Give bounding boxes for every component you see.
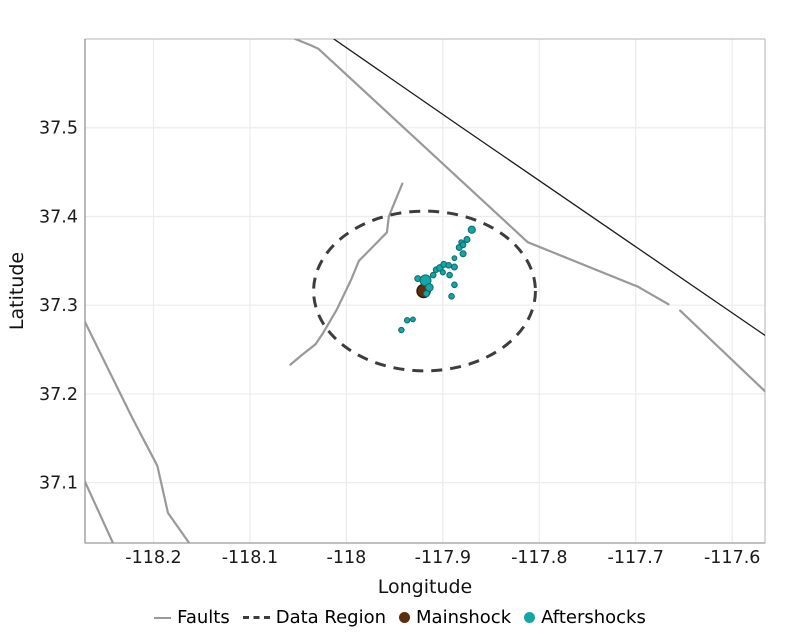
data-region-ellipse — [312, 209, 537, 373]
legend-item-mainshock: Mainshock — [399, 607, 511, 628]
boundary-line — [333, 39, 765, 337]
legend-label-mainshock: Mainshock — [416, 607, 512, 628]
y-tick-label: 37.3 — [39, 296, 78, 316]
aftershock-point — [403, 317, 411, 324]
aftershock-point — [467, 225, 476, 234]
aftershock-point — [451, 255, 458, 262]
fault-line — [85, 320, 191, 543]
aftershock-point — [398, 326, 405, 334]
aftershock-point — [445, 261, 452, 269]
y-tick-label: 37.5 — [39, 119, 78, 139]
y-axis-label: Latitude — [6, 251, 28, 331]
aftershock-point — [451, 281, 458, 289]
x-tick-label: -117.6 — [704, 548, 760, 568]
y-tick-label: 37.1 — [39, 474, 78, 494]
x-tick-label: -117.7 — [608, 548, 664, 568]
x-tick-label: -117.9 — [415, 548, 471, 568]
y-tick-label: 37.4 — [39, 207, 78, 227]
aftershock-point — [422, 290, 430, 298]
x-axis-label: Longitude — [377, 576, 473, 598]
aftershock-point — [448, 293, 455, 300]
legend-label-aftershocks: Aftershocks — [541, 607, 646, 628]
faults-line-swatch-icon — [154, 616, 172, 619]
aftershock-point — [463, 236, 471, 244]
fault-line — [289, 182, 404, 366]
aftershock-point — [446, 271, 453, 279]
data-layer — [85, 39, 765, 543]
legend-item-faults: Faults — [154, 607, 230, 628]
map-plot: -118.2 -118.1 -118 -117.9 -117.8 -117.7 -117.6… — [39, 38, 766, 568]
fault-line — [679, 309, 765, 393]
x-tick-label: -118 — [327, 548, 367, 568]
legend-label-data-region: Data Region — [275, 607, 387, 628]
fault-line — [294, 39, 670, 306]
x-tick-label: -118.1 — [222, 548, 278, 568]
aftershock-point — [459, 241, 467, 249]
fault-line — [85, 480, 115, 543]
legend: Faults Data Region Mainshock Aftershocks — [0, 607, 800, 628]
legend-item-aftershocks: Aftershocks — [524, 607, 646, 628]
aftershocks-dot-swatch-icon — [524, 612, 536, 623]
x-tick-label: -118.2 — [125, 548, 181, 568]
aftershock-point — [450, 263, 458, 271]
aftershock-point — [429, 271, 437, 279]
mainshock-dot-swatch-icon — [399, 612, 411, 623]
data-region-dash-swatch-icon — [242, 616, 270, 619]
aftershock-point — [410, 316, 416, 323]
aftershock-point — [425, 283, 434, 292]
aftershock-point — [459, 250, 467, 258]
legend-item-data-region: Data Region — [242, 607, 387, 628]
y-tick-label: 37.2 — [39, 385, 78, 405]
aftershock-point — [439, 269, 446, 276]
x-tick-label: -117.8 — [511, 548, 567, 568]
legend-label-faults: Faults — [177, 607, 230, 628]
